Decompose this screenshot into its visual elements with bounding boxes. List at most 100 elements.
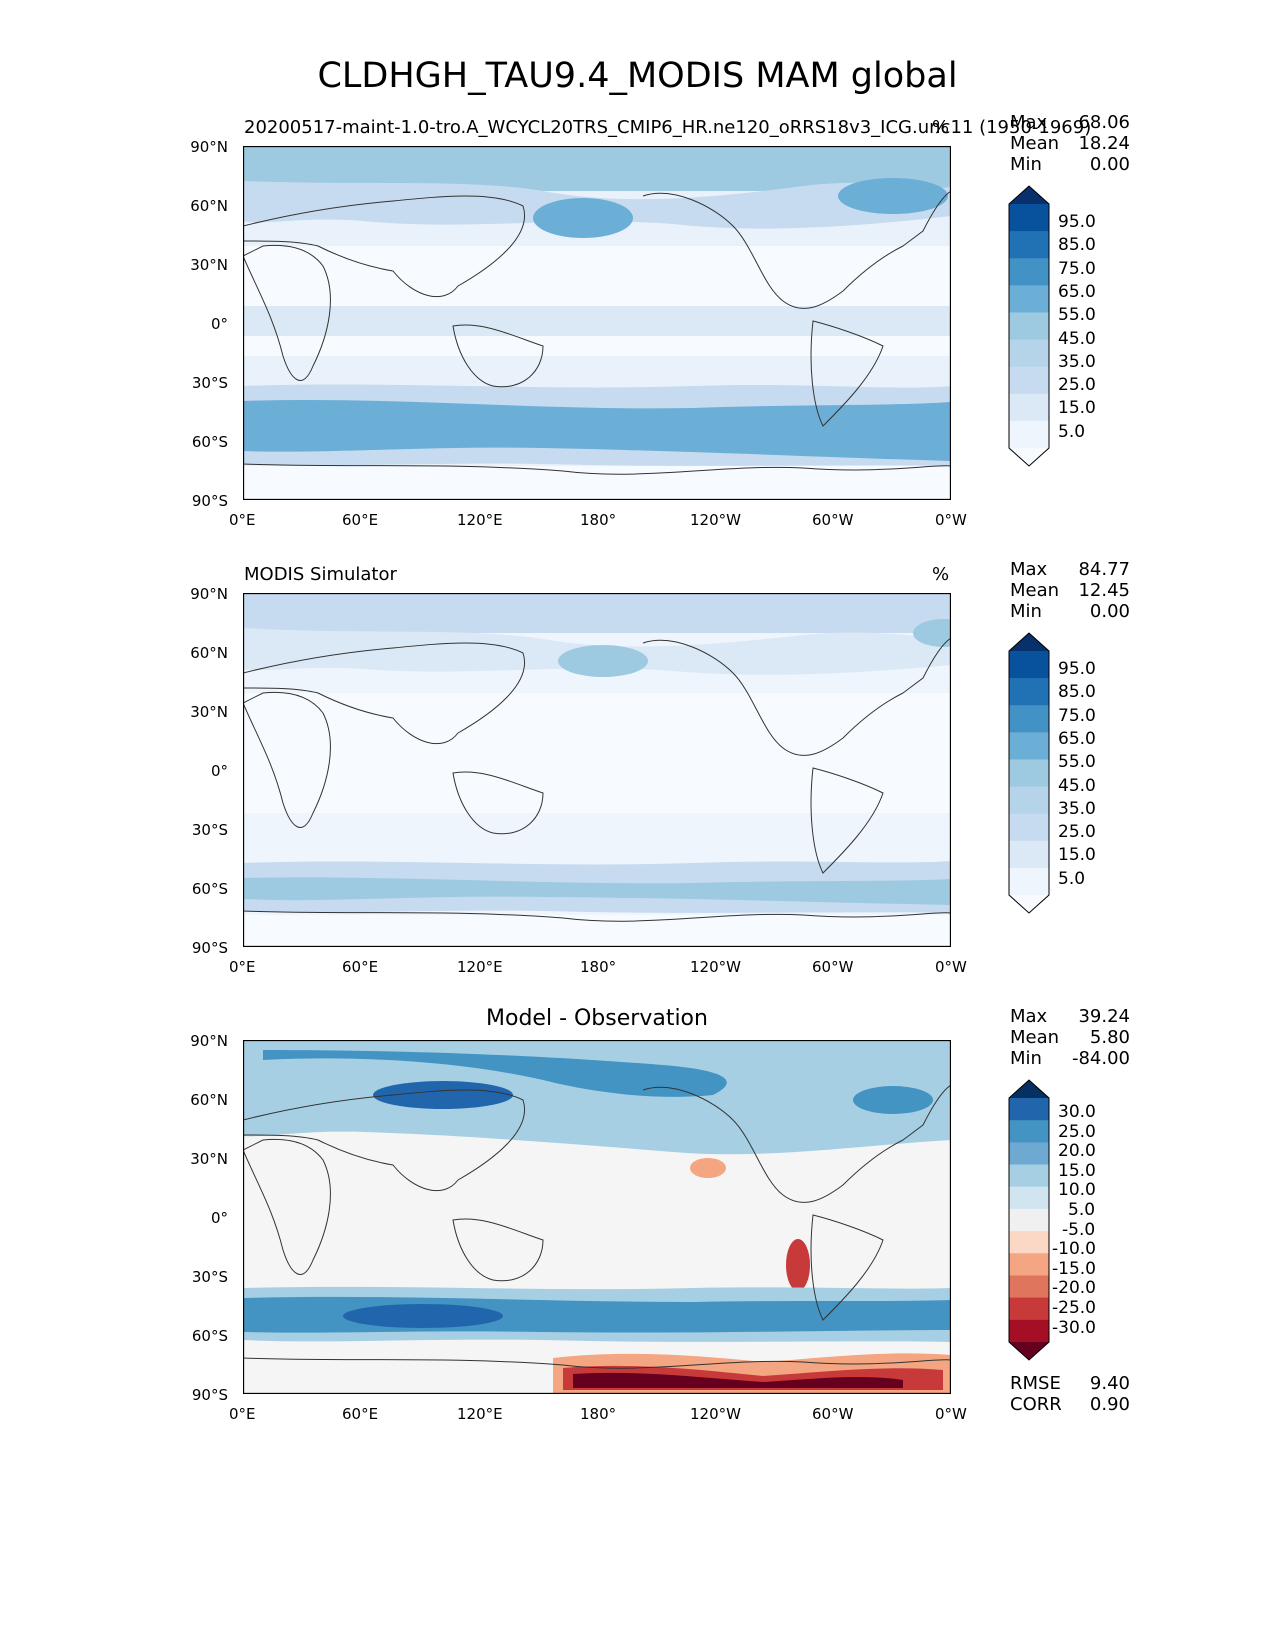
panel1-colorbar-swatch: [1009, 231, 1049, 259]
panel3-max-value: 39.24: [1078, 1006, 1130, 1027]
panel3-min-value: -84.00: [1071, 1048, 1130, 1069]
panel1-mean-value: 18.24: [1078, 133, 1130, 154]
panel3-lat-tick-90n: 90°N: [190, 1032, 228, 1050]
arctic-cloud-band: [243, 593, 951, 633]
panel2-colorbar-swatch: [1009, 867, 1049, 896]
panel2-lat-tick-60n: 60°N: [190, 644, 228, 662]
panel1-lon-tick-120w: 120°W: [690, 511, 741, 529]
panel2-left-title: MODIS Simulator: [244, 564, 397, 585]
panel1-map: [243, 146, 951, 500]
panel3-cb-label: 20.0: [1058, 1141, 1096, 1162]
coastlines: [243, 637, 951, 922]
panel2-lat-tick-90s: 90°S: [191, 939, 228, 957]
panel3-rmse-value: 9.40: [1089, 1373, 1130, 1394]
panel3-colorbar-swatch: [1009, 1297, 1049, 1321]
north-pacific-storm: [533, 198, 633, 238]
panel1-lon-tick-60e: 60°E: [342, 511, 379, 529]
panel3-mean-value: 5.80: [1089, 1027, 1130, 1048]
panel1-cb-label: 75.0: [1058, 258, 1096, 279]
panel2-colorbar-swatch: [1009, 759, 1049, 788]
panel3-cb-label: 30.0: [1058, 1102, 1096, 1122]
panel1-cb-label: 15.0: [1058, 398, 1096, 419]
panel2-cb-label: 15.0: [1058, 845, 1096, 866]
panel1-cb-label: 35.0: [1058, 351, 1096, 372]
panel2-colorbar-swatch: [1009, 813, 1049, 842]
panel2-lat-tick-30s: 30°S: [191, 821, 228, 839]
panel1-lon-tick-120e: 120°E: [457, 511, 503, 529]
panel1-lat-tick-90s: 90°S: [191, 492, 228, 510]
panel1-lat-tick-90n: 90°N: [190, 138, 228, 156]
panel3-lon-tick-60w: 60°W: [812, 1405, 854, 1423]
panel2-lon-tick-120e: 120°E: [457, 958, 503, 976]
panel3-colorbar-swatch: [1009, 1120, 1049, 1143]
panel2-max-value: 84.77: [1078, 559, 1130, 580]
panel3-min-label: Min: [1010, 1048, 1042, 1069]
panel3-lon-tick-180: 180°: [580, 1405, 617, 1423]
panel1-cb-label: 85.0: [1058, 235, 1096, 256]
panel1-cb-label: 25.0: [1058, 375, 1096, 396]
panel3-corr-label: CORR: [1010, 1394, 1062, 1415]
panel1-min-value: 0.00: [1089, 154, 1130, 175]
panel1-cb-label: 5.0: [1058, 421, 1086, 442]
panel2-cb-label: 95.0: [1058, 659, 1096, 679]
panel1-colorbar-swatch: [1009, 393, 1049, 422]
panel1-colorbar-swatch: [1009, 339, 1049, 368]
southern-ocean-storm: [243, 877, 951, 905]
panel2-colorbar-swatch: [1009, 705, 1049, 733]
panel1-units: %: [932, 117, 950, 138]
panel2-cb-label: 65.0: [1058, 728, 1096, 749]
panel1-lat-tick-30n: 30°N: [190, 256, 228, 274]
panel2-lat-tick-90n: 90°N: [190, 585, 228, 603]
panel2-lon-tick-0w: 0°W: [935, 958, 967, 976]
panel2-units: %: [932, 564, 950, 585]
panel3-colorbar-outline: [1008, 1079, 1050, 1361]
panel3-colorbar-swatch: [1009, 1164, 1049, 1188]
panel2-cb-label: 25.0: [1058, 822, 1096, 843]
panel2-lat-tick-30n: 30°N: [190, 703, 228, 721]
panel2-cb-label: 35.0: [1058, 798, 1096, 819]
panel2-colorbar-extend-bottom: [1009, 895, 1049, 913]
panel1-lon-tick-0w: 0°W: [935, 511, 967, 529]
panel2-mean-label: Mean: [1010, 580, 1060, 601]
panel2-colorbar-outline: [1008, 632, 1050, 914]
panel3-lon-tick-0w: 0°W: [935, 1405, 967, 1423]
antarctic-extreme-negative: [573, 1372, 903, 1388]
panel1-colorbar-outline: [1008, 185, 1050, 467]
panel3-mean-label: Mean: [1010, 1027, 1060, 1048]
panel1-colorbar: [1008, 185, 1050, 467]
panel2-lon-tick-60w: 60°W: [812, 958, 854, 976]
panel3-lon-tick-0e: 0°E: [229, 1405, 256, 1423]
panel1-colorbar-swatch: [1009, 366, 1049, 395]
panel2-lon-tick-0e: 0°E: [229, 958, 256, 976]
panel1-cb-label: 65.0: [1058, 281, 1096, 302]
panel3-colorbar-swatch: [1009, 1098, 1049, 1121]
andes-negative-bias: [786, 1239, 810, 1291]
panel2-min-label: Min: [1010, 601, 1042, 622]
panel1-lat-tick-0: 0°: [210, 315, 228, 333]
panel2-lat-tick-0: 0°: [210, 762, 228, 780]
panel3-colorbar-extend-top: [1009, 1080, 1049, 1098]
panel3-lon-tick-60e: 60°E: [342, 1405, 379, 1423]
panel3-cb-label: 5.0: [1068, 1200, 1096, 1220]
panel2-lat-tick-60s: 60°S: [191, 880, 228, 898]
panel1-cb-label: 95.0: [1058, 212, 1096, 232]
panel1-cb-label: 55.0: [1058, 305, 1096, 326]
panel3-colorbar-extend-bottom: [1009, 1342, 1049, 1360]
panel2-colorbar-swatch: [1009, 840, 1049, 869]
southern-ocean-storm: [243, 399, 951, 461]
panel2-colorbar-swatch: [1009, 732, 1049, 760]
panel1-lon-tick-60w: 60°W: [812, 511, 854, 529]
panel1-colorbar-swatch: [1009, 258, 1049, 286]
panel2-cb-label: 75.0: [1058, 705, 1096, 726]
panel1-lon-tick-180: 180°: [580, 511, 617, 529]
panel3-title: Model - Observation: [486, 1006, 708, 1031]
panel3-lat-tick-30s: 30°S: [191, 1268, 228, 1286]
panel2-max-label: Max: [1010, 559, 1048, 580]
tropics-neutral: [243, 1155, 951, 1270]
panel2-mean-value: 12.45: [1078, 580, 1130, 601]
panel1-max-label: Max: [1010, 112, 1048, 133]
pacific-negative-bias: [690, 1158, 726, 1178]
coastlines: [243, 1084, 951, 1369]
indian-ocean-strong-bias: [343, 1304, 503, 1328]
panel2-cb-label: 5.0: [1058, 868, 1086, 889]
